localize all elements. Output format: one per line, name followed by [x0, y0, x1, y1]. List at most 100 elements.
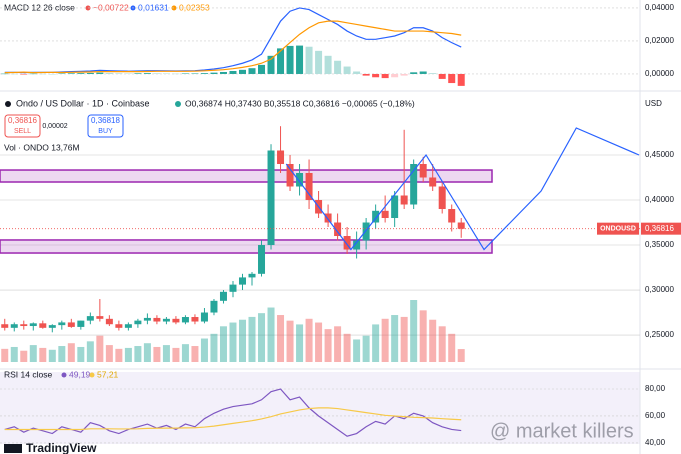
price-tag-symbol: ONDOUSD [600, 226, 636, 233]
histogram-bar [267, 55, 275, 74]
histogram-bar [353, 71, 361, 74]
candle-body [181, 317, 189, 323]
buy-price: 0,36818 [91, 116, 120, 125]
candle-body [267, 150, 275, 246]
currency: USD [645, 99, 662, 108]
candle-body [277, 150, 285, 164]
histogram-bar [429, 73, 437, 74]
volume-bar [10, 346, 18, 362]
volume-bar [448, 333, 456, 362]
volume-bar [353, 339, 361, 362]
histogram-bar [305, 46, 313, 74]
volume-bar [334, 326, 342, 362]
y-tick-label: 0,35000 [645, 240, 674, 249]
candle-body [39, 323, 47, 328]
volume-bar [191, 346, 199, 362]
y-tick-label: 0,30000 [645, 285, 674, 294]
volume-bar [115, 348, 123, 362]
histogram-bar [20, 73, 28, 75]
histogram-bar [48, 73, 56, 75]
histogram-bar [77, 73, 85, 74]
volume-bar [315, 322, 323, 362]
volume-bar [296, 324, 304, 362]
watermark: @ market killers [490, 420, 634, 442]
volume-bar [153, 346, 161, 362]
logo-text: TradingView [26, 441, 97, 454]
macd-histogram-value: −0,00722 [93, 2, 129, 12]
histogram-bar [115, 73, 123, 74]
volume-bar [248, 316, 256, 362]
price-tag-label: 0,36816 [645, 224, 674, 233]
legend-dot [89, 372, 95, 378]
volume-bar [267, 307, 275, 362]
histogram-bar [86, 72, 94, 74]
y-tick-label: 0,02000 [645, 36, 674, 45]
histogram-bar [96, 72, 104, 74]
histogram-bar [372, 73, 380, 78]
histogram-bar [210, 72, 218, 74]
candle-body [86, 316, 94, 321]
candle-body [353, 240, 361, 250]
buy-button[interactable] [87, 114, 124, 138]
volume-bar [305, 318, 313, 362]
sell-button[interactable] [4, 114, 41, 138]
y-tick-label: 60,00 [645, 411, 666, 420]
candle-body [324, 213, 332, 223]
volume-bar [58, 346, 66, 362]
histogram-bar [248, 68, 256, 74]
candle-body [286, 163, 294, 187]
volume-bar [457, 349, 465, 362]
price-tag-bg [641, 222, 681, 235]
candle-body [400, 195, 408, 205]
candle-body [10, 324, 18, 328]
zone [0, 169, 493, 183]
volume-bar [67, 343, 75, 362]
candle-body [372, 210, 380, 223]
histogram-bar [134, 73, 142, 74]
y-tick-label: 40,00 [645, 438, 666, 447]
candle-body [362, 222, 370, 241]
histogram-bar [438, 73, 446, 79]
candle-body [96, 316, 104, 319]
ohlc-values: O0,36874 H0,37430 B0,35518 C0,36816 −0,0… [185, 98, 415, 108]
logo-mark [4, 444, 22, 453]
volume-bar [1, 348, 9, 362]
macd-line [4, 7, 462, 74]
zone [0, 239, 493, 254]
y-tick-label: 0,00000 [645, 69, 674, 78]
histogram-bar [448, 73, 456, 84]
volume-bar [77, 346, 85, 362]
histogram-bar [324, 55, 332, 74]
candle-body [296, 173, 304, 187]
histogram-bar [143, 73, 151, 74]
volume-bar [410, 300, 418, 362]
volume-bar [134, 346, 142, 362]
candle-body [381, 210, 389, 219]
volume-bar [20, 350, 28, 362]
candle-body [105, 318, 113, 325]
volume-bar [362, 335, 370, 362]
candle-body [429, 177, 437, 187]
rsi-title: RSI 14 close [4, 369, 52, 379]
histogram-bar [315, 50, 323, 74]
candle-body [457, 222, 465, 229]
histogram-bar [286, 45, 294, 74]
volume-bar [286, 320, 294, 362]
volume-bar [238, 319, 246, 362]
volume-bar [372, 324, 380, 362]
rsi-line [4, 407, 462, 431]
histogram-bar [296, 45, 304, 74]
candle-body [391, 195, 399, 219]
volume-bar [324, 329, 332, 362]
volume-bar [96, 335, 104, 362]
sell-label: SELL [14, 128, 31, 135]
candle-body [58, 322, 66, 326]
volume-bar [229, 322, 237, 362]
y-tick-label: 0,25000 [645, 330, 674, 339]
volume-bar [172, 347, 180, 362]
symbol-icon [5, 101, 11, 107]
buy-label: BUY [98, 128, 113, 135]
histogram-bar [39, 73, 47, 75]
volume-bar [210, 333, 218, 362]
histogram-bar [162, 73, 170, 74]
